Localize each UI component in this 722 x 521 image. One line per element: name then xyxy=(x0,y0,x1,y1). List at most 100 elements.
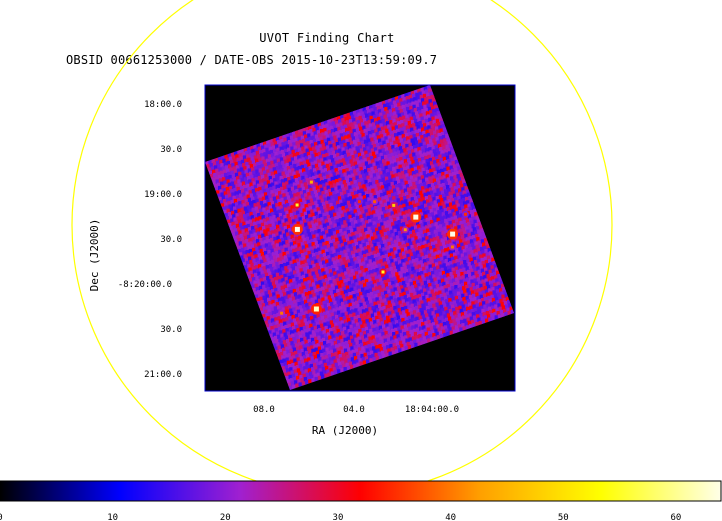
pixel xyxy=(307,250,312,255)
pixel xyxy=(486,303,491,308)
pixel xyxy=(246,253,251,258)
pixel xyxy=(358,211,363,216)
pixel xyxy=(263,162,268,168)
pixel xyxy=(432,207,437,213)
pixel xyxy=(439,304,445,309)
pixel xyxy=(377,322,382,327)
pixel xyxy=(275,214,280,219)
pixel xyxy=(346,259,352,264)
pixel xyxy=(387,241,392,246)
pixel xyxy=(301,157,306,162)
pixel xyxy=(288,374,293,379)
pixel xyxy=(350,298,355,303)
pixel xyxy=(292,366,297,371)
pixel xyxy=(361,210,366,215)
pixel xyxy=(308,331,313,336)
pixel xyxy=(277,327,283,332)
pixel xyxy=(390,141,395,146)
pixel xyxy=(414,129,419,134)
pixel xyxy=(353,305,358,310)
pixel xyxy=(216,190,221,195)
pixel xyxy=(451,161,456,166)
pixel xyxy=(440,219,446,224)
pixel xyxy=(364,297,369,302)
pixel xyxy=(306,141,311,146)
pixel xyxy=(372,309,377,314)
pixel xyxy=(379,200,384,205)
pixel xyxy=(297,283,303,288)
pixel xyxy=(358,339,363,344)
pixel xyxy=(338,119,343,124)
pixel xyxy=(274,317,279,322)
pixel xyxy=(267,161,272,166)
pixel xyxy=(356,333,361,338)
pixel xyxy=(291,285,296,290)
pixel xyxy=(250,185,255,190)
pixel xyxy=(341,301,346,306)
pixel xyxy=(273,295,278,300)
pixel xyxy=(345,303,350,309)
pixel xyxy=(336,347,341,352)
pixel xyxy=(296,162,301,167)
pixel xyxy=(228,156,233,161)
pixel xyxy=(491,257,496,262)
pixel xyxy=(273,207,278,212)
pixel xyxy=(244,265,249,270)
pixel xyxy=(379,123,384,128)
pixel xyxy=(303,377,308,382)
pixel xyxy=(351,349,356,354)
pixel xyxy=(336,152,341,157)
pixel xyxy=(320,169,325,174)
pixel xyxy=(284,295,289,300)
pixel xyxy=(263,240,268,245)
pixel xyxy=(327,372,332,377)
pixel xyxy=(348,185,353,190)
pixel xyxy=(380,163,385,168)
pixel xyxy=(291,333,296,338)
pixel xyxy=(259,307,264,312)
pixel xyxy=(382,159,387,164)
pixel xyxy=(498,295,503,300)
pixel xyxy=(434,203,439,208)
pixel xyxy=(365,212,370,217)
pixel xyxy=(348,292,353,297)
pixel xyxy=(228,204,233,209)
pixel xyxy=(494,315,499,320)
pixel xyxy=(268,212,273,218)
pixel xyxy=(420,300,425,305)
pixel xyxy=(370,207,376,212)
pixel xyxy=(334,234,339,239)
pixel xyxy=(393,276,398,281)
pixel xyxy=(345,344,351,349)
pixel xyxy=(293,292,299,297)
pixel xyxy=(442,186,447,191)
pixel xyxy=(283,303,288,308)
pixel xyxy=(233,228,238,233)
pixel xyxy=(350,269,355,274)
pixel xyxy=(379,112,384,117)
pixel xyxy=(291,149,296,154)
pixel xyxy=(463,318,468,323)
pixel xyxy=(436,129,441,134)
pixel xyxy=(332,249,337,254)
pixel xyxy=(429,102,434,107)
pixel xyxy=(242,232,247,237)
pixel xyxy=(488,299,493,304)
pixel xyxy=(470,220,475,225)
pixel xyxy=(283,321,288,326)
pixel xyxy=(455,240,460,245)
pixel xyxy=(407,227,412,232)
pixel xyxy=(263,317,268,322)
pixel xyxy=(394,191,399,196)
pixel xyxy=(435,166,440,171)
pixel xyxy=(370,284,375,289)
pixel xyxy=(433,189,438,194)
pixel xyxy=(425,265,430,270)
pixel xyxy=(441,241,446,246)
pixel xyxy=(392,177,397,182)
pixel xyxy=(368,318,373,323)
pixel xyxy=(226,190,232,195)
pixel xyxy=(402,97,407,102)
pixel xyxy=(490,254,495,259)
pixel xyxy=(364,132,369,137)
